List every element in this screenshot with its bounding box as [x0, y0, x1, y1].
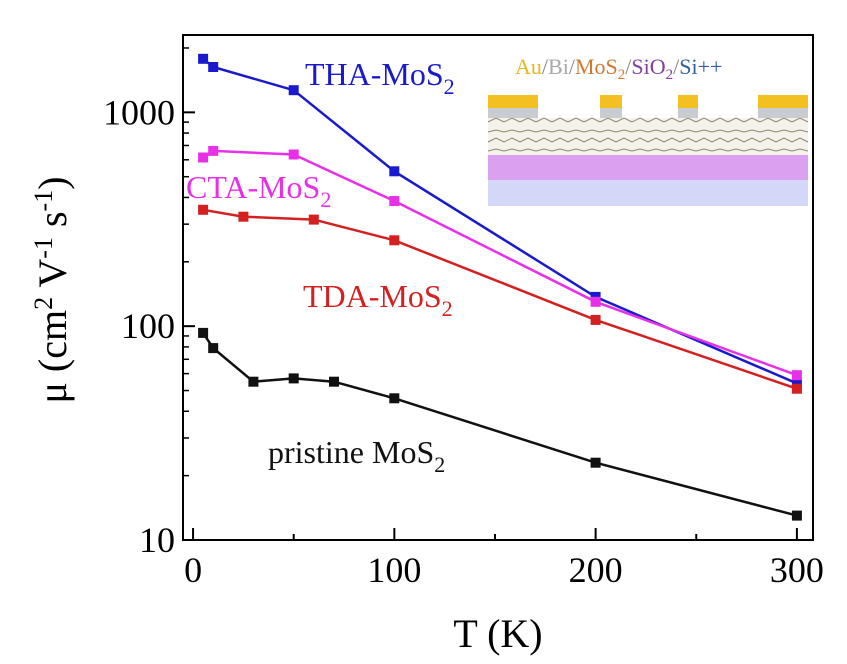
data-point — [389, 166, 400, 177]
series-3 — [198, 327, 802, 521]
data-point — [208, 145, 219, 156]
x-tick-label: 0 — [184, 550, 202, 590]
mos2-layers — [487, 117, 809, 155]
series-line — [202, 332, 798, 517]
data-point — [238, 211, 249, 222]
data-point — [288, 85, 299, 96]
data-point — [288, 373, 299, 384]
sio2-layer — [488, 155, 808, 180]
bi-contacts — [488, 108, 808, 118]
series-2 — [198, 204, 802, 394]
x-tick-label: 100 — [367, 550, 421, 590]
data-point — [389, 393, 400, 404]
data-point — [389, 196, 400, 206]
series-label: pristine MoS2 — [268, 434, 445, 477]
data-point — [329, 376, 339, 387]
data-point — [590, 457, 601, 468]
x-axis-title: T (K) — [453, 611, 542, 656]
series-label: CTA-MoS2 — [186, 169, 331, 212]
data-point — [791, 383, 802, 394]
series-layer — [198, 53, 802, 521]
data-point — [198, 53, 209, 64]
inset-title: Au/Bi/MoS2/SiO2/Si++ — [515, 54, 722, 83]
device-schematic-inset: Au/Bi/MoS2/SiO2/Si++ — [487, 54, 809, 206]
data-point — [198, 152, 209, 163]
x-tick-label: 200 — [569, 550, 623, 590]
y-tick-label: 100 — [121, 306, 175, 346]
series-1 — [198, 145, 802, 381]
series-line — [202, 208, 798, 390]
data-point — [791, 510, 802, 521]
series-labels: THA-MoS2 CTA-MoS2 TDA-MoS2 pristine MoS2 — [186, 56, 455, 477]
data-point — [308, 214, 319, 225]
data-point — [198, 204, 209, 215]
series-label: THA-MoS2 — [305, 56, 455, 99]
y-tick-label: 1000 — [103, 92, 175, 132]
y-axis-title: μ (cm2 V-1 s-1) — [29, 176, 75, 403]
data-point — [288, 149, 299, 160]
plot-frame — [182, 34, 814, 541]
data-point — [791, 378, 802, 389]
data-point — [389, 235, 400, 246]
data-point — [590, 296, 601, 307]
data-point — [248, 376, 259, 387]
series-label: TDA-MoS2 — [303, 278, 453, 321]
y-tick-label: 10 — [139, 520, 175, 560]
data-point — [791, 370, 802, 381]
x-tick-label: 300 — [770, 550, 824, 590]
data-point — [198, 327, 209, 338]
si-substrate-layer — [488, 179, 808, 206]
data-point — [208, 62, 219, 72]
data-point — [208, 343, 219, 354]
tick-layer: 0 100 200 300 10 100 1000 — [103, 47, 824, 590]
data-point — [590, 314, 601, 325]
au-contacts — [488, 95, 808, 108]
